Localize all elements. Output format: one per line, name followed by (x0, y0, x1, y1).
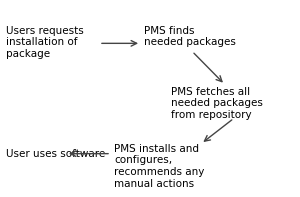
Text: Users requests
installation of
package: Users requests installation of package (6, 26, 84, 59)
Text: PMS finds
needed packages: PMS finds needed packages (144, 26, 236, 47)
Text: PMS installs and
configures,
recommends any
manual actions: PMS installs and configures, recommends … (114, 144, 204, 189)
Text: User uses software: User uses software (6, 149, 105, 159)
Text: PMS fetches all
needed packages
from repository: PMS fetches all needed packages from rep… (171, 87, 263, 120)
